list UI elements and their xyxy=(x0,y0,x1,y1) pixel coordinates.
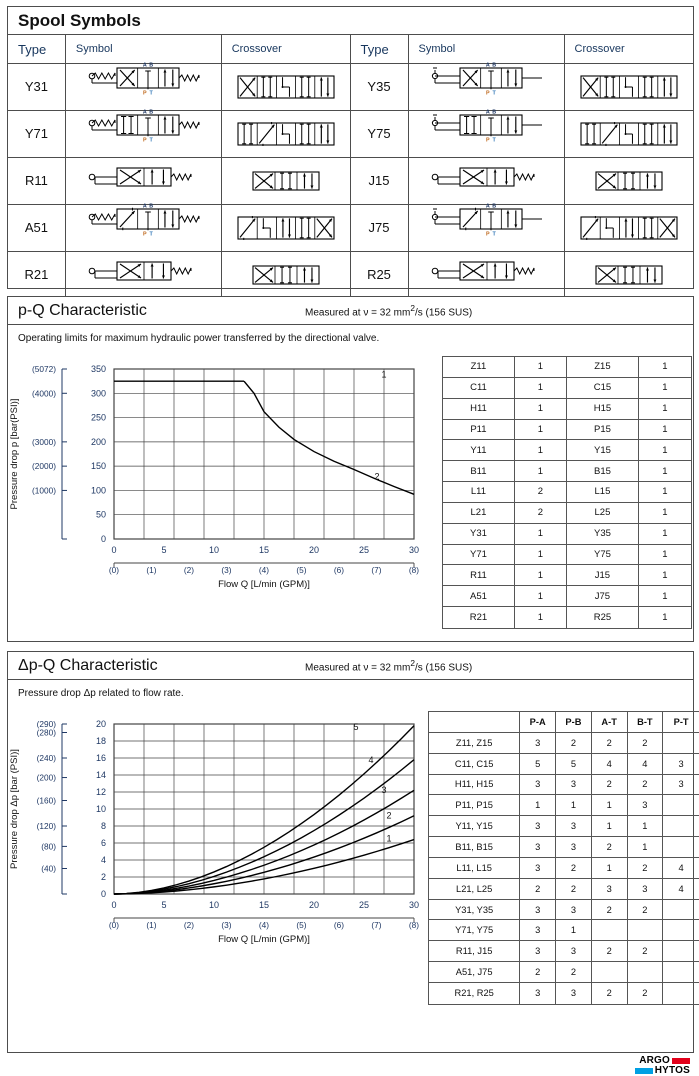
svg-text:(5): (5) xyxy=(296,920,306,930)
svg-text:0: 0 xyxy=(111,900,116,910)
svg-text:(120): (120) xyxy=(37,821,57,831)
svg-text:T: T xyxy=(493,231,497,237)
svg-text:A: A xyxy=(486,63,490,69)
svg-text:T: T xyxy=(150,231,154,237)
svg-text:0: 0 xyxy=(111,545,116,555)
svg-text:15: 15 xyxy=(259,900,269,910)
svg-text:(200): (200) xyxy=(37,773,57,783)
svg-text:(2): (2) xyxy=(184,920,194,930)
svg-text:T: T xyxy=(150,137,154,143)
svg-text:18: 18 xyxy=(96,736,106,746)
svg-text:25: 25 xyxy=(359,545,369,555)
svg-text:4: 4 xyxy=(368,755,373,765)
svg-text:P: P xyxy=(486,137,490,143)
svg-text:5: 5 xyxy=(161,900,166,910)
svg-text:B: B xyxy=(492,203,496,209)
svg-text:T: T xyxy=(493,90,497,96)
svg-text:A: A xyxy=(143,63,147,69)
svg-text:A: A xyxy=(143,203,147,209)
svg-text:(7): (7) xyxy=(371,565,381,575)
svg-text:0: 0 xyxy=(101,534,106,544)
svg-text:16: 16 xyxy=(96,753,106,763)
svg-text:20: 20 xyxy=(96,719,106,729)
svg-text:(3): (3) xyxy=(221,565,231,575)
svg-text:(0): (0) xyxy=(109,920,119,930)
svg-text:B: B xyxy=(150,63,154,69)
svg-text:(6): (6) xyxy=(334,565,344,575)
svg-text:(80): (80) xyxy=(41,841,56,851)
svg-text:1: 1 xyxy=(386,833,391,843)
svg-text:(2000): (2000) xyxy=(32,461,56,471)
svg-text:T: T xyxy=(493,137,497,143)
svg-text:200: 200 xyxy=(91,437,106,447)
svg-text:350: 350 xyxy=(91,364,106,374)
svg-text:1: 1 xyxy=(381,370,386,380)
svg-text:B: B xyxy=(150,109,154,115)
svg-text:8: 8 xyxy=(101,821,106,831)
svg-text:3: 3 xyxy=(381,785,386,795)
svg-text:14: 14 xyxy=(96,770,106,780)
svg-text:(4): (4) xyxy=(259,565,269,575)
svg-text:(8): (8) xyxy=(409,565,419,575)
svg-text:(1000): (1000) xyxy=(32,485,56,495)
svg-text:(3000): (3000) xyxy=(32,437,56,447)
svg-text:250: 250 xyxy=(91,413,106,423)
svg-text:A: A xyxy=(486,109,490,115)
svg-text:2: 2 xyxy=(386,810,391,820)
svg-text:B: B xyxy=(492,63,496,69)
svg-text:100: 100 xyxy=(91,485,106,495)
svg-text:5: 5 xyxy=(353,722,358,732)
svg-text:(1): (1) xyxy=(146,920,156,930)
svg-text:(3): (3) xyxy=(221,920,231,930)
svg-text:20: 20 xyxy=(309,900,319,910)
svg-text:30: 30 xyxy=(409,900,419,910)
svg-text:(5072): (5072) xyxy=(32,364,56,374)
svg-text:50: 50 xyxy=(96,510,106,520)
svg-text:2: 2 xyxy=(374,472,379,482)
svg-text:(4): (4) xyxy=(259,920,269,930)
svg-text:(2): (2) xyxy=(184,565,194,575)
svg-text:(1): (1) xyxy=(146,565,156,575)
svg-text:6: 6 xyxy=(101,838,106,848)
svg-text:(6): (6) xyxy=(334,920,344,930)
svg-text:B: B xyxy=(150,203,154,209)
svg-text:0: 0 xyxy=(101,889,106,899)
svg-text:(0): (0) xyxy=(109,565,119,575)
svg-text:300: 300 xyxy=(91,388,106,398)
svg-text:(240): (240) xyxy=(37,753,57,763)
svg-text:5: 5 xyxy=(161,545,166,555)
svg-text:2: 2 xyxy=(101,872,106,882)
svg-text:30: 30 xyxy=(409,545,419,555)
svg-text:15: 15 xyxy=(259,545,269,555)
svg-text:(280): (280) xyxy=(37,728,57,738)
svg-text:10: 10 xyxy=(209,900,219,910)
svg-text:B: B xyxy=(492,109,496,115)
svg-text:(40): (40) xyxy=(41,864,56,874)
svg-text:4: 4 xyxy=(101,855,106,865)
svg-text:Flow Q [L/min (GPM)]: Flow Q [L/min (GPM)] xyxy=(218,934,310,945)
svg-text:T: T xyxy=(150,90,154,96)
svg-text:10: 10 xyxy=(96,804,106,814)
svg-text:A: A xyxy=(143,109,147,115)
svg-text:(4000): (4000) xyxy=(32,388,56,398)
svg-text:(8): (8) xyxy=(409,920,419,930)
svg-text:25: 25 xyxy=(359,900,369,910)
svg-text:150: 150 xyxy=(91,461,106,471)
svg-text:P: P xyxy=(143,90,147,96)
svg-text:(160): (160) xyxy=(37,796,57,806)
svg-text:10: 10 xyxy=(209,545,219,555)
svg-text:(5): (5) xyxy=(296,565,306,575)
svg-text:A: A xyxy=(486,203,490,209)
svg-text:12: 12 xyxy=(96,787,106,797)
svg-text:Flow Q [L/min (GPM)]: Flow Q [L/min (GPM)] xyxy=(218,579,310,590)
svg-text:P: P xyxy=(143,231,147,237)
svg-text:P: P xyxy=(486,231,490,237)
svg-text:(7): (7) xyxy=(371,920,381,930)
svg-text:P: P xyxy=(486,90,490,96)
svg-text:20: 20 xyxy=(309,545,319,555)
svg-text:P: P xyxy=(143,137,147,143)
